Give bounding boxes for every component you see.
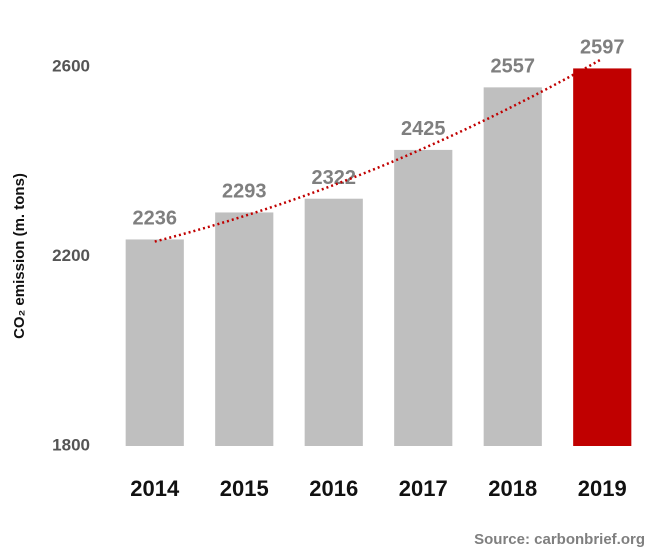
y-tick-label: 2200	[52, 246, 90, 265]
x-tick-label: 2019	[578, 476, 627, 501]
trend-line	[154, 57, 603, 243]
value-label: 2293	[222, 181, 267, 203]
x-tick-label: 2017	[399, 476, 448, 501]
value-label: 2322	[312, 167, 357, 189]
y-axis-label: CO₂ emission (m. tons)	[11, 173, 28, 339]
x-tick-label: 2015	[220, 476, 269, 501]
bar	[394, 149, 453, 446]
bar	[215, 212, 274, 446]
source: Source: carbonbrief.org	[474, 531, 645, 548]
value-label: 2236	[133, 208, 178, 230]
value-label: 2425	[401, 118, 446, 140]
x-tick-label: 2016	[309, 476, 358, 501]
bar	[125, 239, 184, 446]
bar	[304, 198, 363, 446]
x-tick-label: 2018	[488, 476, 537, 501]
value-label: 2557	[491, 56, 536, 78]
y-tick-label: 1800	[52, 435, 90, 454]
bar	[483, 87, 542, 446]
y-tick-label: 2600	[52, 56, 90, 75]
value-label: 2597	[580, 37, 625, 59]
bar	[573, 68, 632, 446]
x-tick-label: 2014	[130, 476, 180, 501]
